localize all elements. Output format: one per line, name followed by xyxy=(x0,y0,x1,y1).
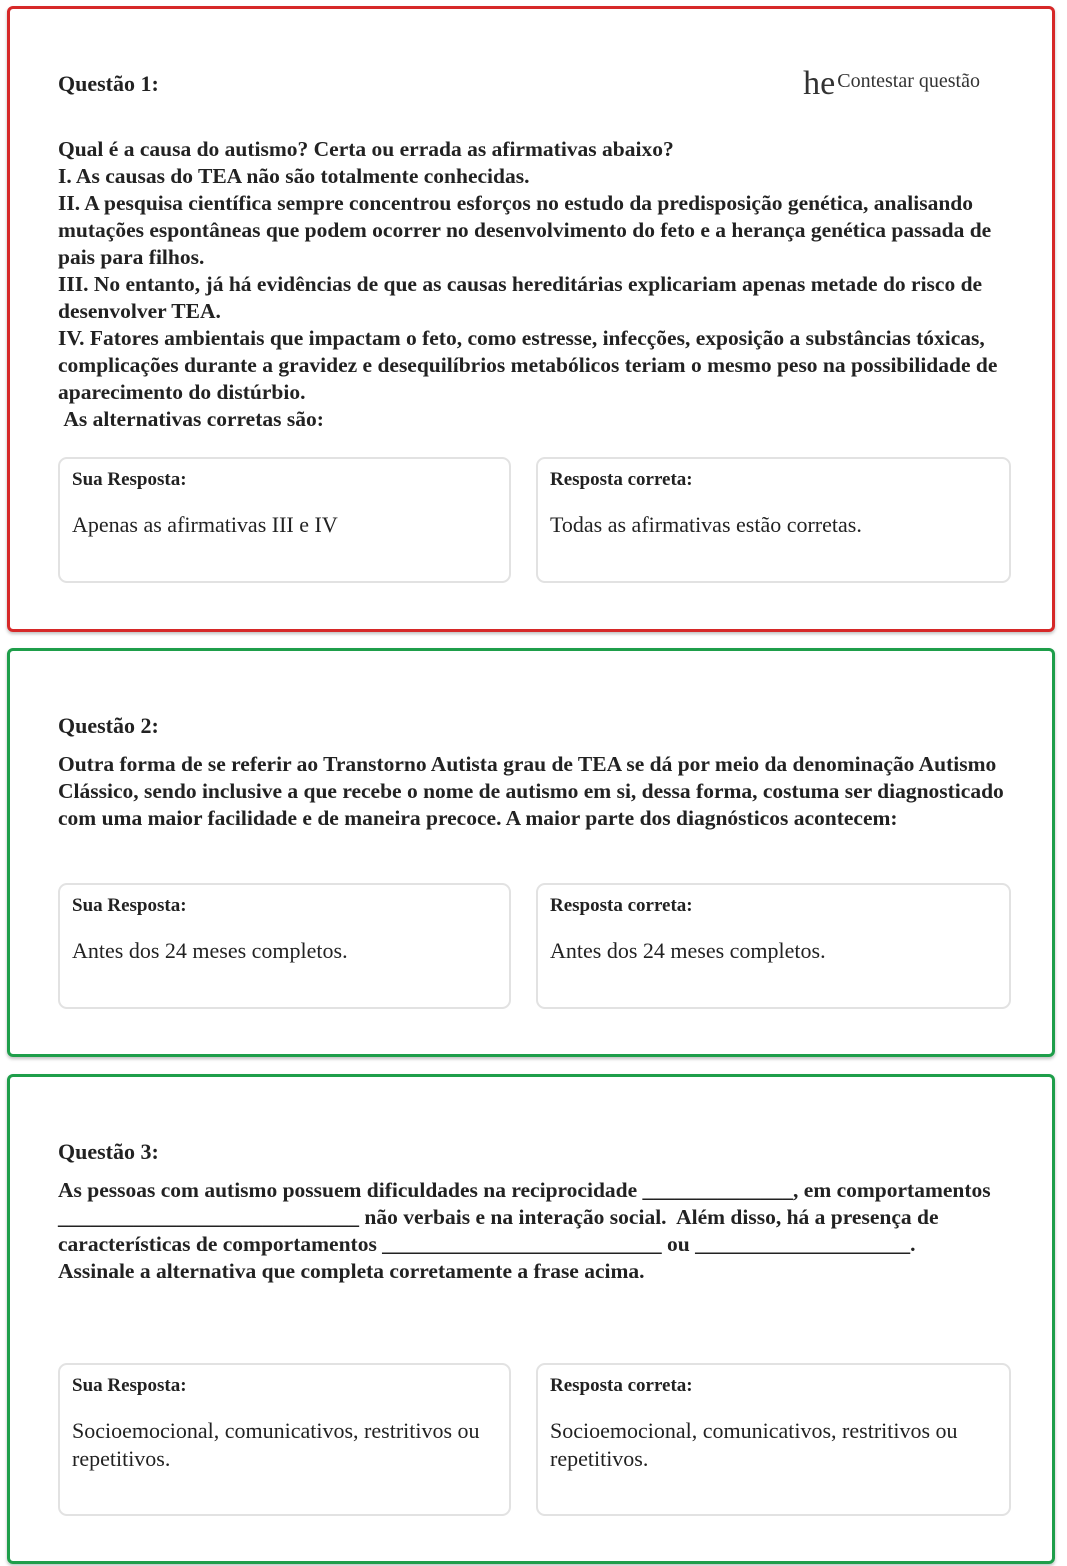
correct-answer-box: Resposta correta: Todas as afirmativas e… xyxy=(536,457,1011,583)
correct-answer-value: Antes dos 24 meses completos. xyxy=(550,938,826,963)
your-answer-box: Sua Resposta: Apenas as afirmativas III … xyxy=(58,457,511,583)
question-text: Outra forma de se referir ao Transtorno … xyxy=(58,752,1010,830)
your-answer-value: Antes dos 24 meses completos. xyxy=(72,938,348,963)
your-answer-value: Apenas as afirmativas III e IV xyxy=(72,512,338,537)
contest-question-button[interactable]: he Contestar questão xyxy=(803,67,980,101)
question-title: Questão 2: xyxy=(58,713,159,738)
question-text: Qual é a causa do autismo? Certa ou erra… xyxy=(58,137,998,431)
contest-label: Contestar questão xyxy=(837,70,980,92)
question-card-3: Questão 3: As pessoas com autismo possue… xyxy=(7,1074,1055,1564)
your-answer-label: Sua Resposta: xyxy=(72,895,187,916)
question-text: As pessoas com autismo possuem dificulda… xyxy=(58,1178,991,1283)
correct-answer-value: Socioemocional, comunicativos, restritiv… xyxy=(550,1418,958,1471)
correct-answer-box: Resposta correta: Antes dos 24 meses com… xyxy=(536,883,1011,1009)
your-answer-label: Sua Resposta: xyxy=(72,469,187,490)
correct-answer-label: Resposta correta: xyxy=(550,1375,693,1396)
your-answer-label: Sua Resposta: xyxy=(72,1375,187,1396)
question-card-1: Questão 1: he Contestar questão Qual é a… xyxy=(7,6,1055,632)
question-card-2: Questão 2: Outra forma de se referir ao … xyxy=(7,648,1055,1057)
question-title: Questão 3: xyxy=(58,1139,159,1164)
correct-answer-value: Todas as afirmativas estão corretas. xyxy=(550,512,862,537)
correct-answer-label: Resposta correta: xyxy=(550,469,693,490)
correct-answer-label: Resposta correta: xyxy=(550,895,693,916)
broken-icon-text: he xyxy=(803,65,836,102)
your-answer-box: Sua Resposta: Socioemocional, comunicati… xyxy=(58,1363,511,1516)
your-answer-value: Socioemocional, comunicativos, restritiv… xyxy=(72,1418,480,1471)
question-title: Questão 1: xyxy=(58,71,159,96)
correct-answer-box: Resposta correta: Socioemocional, comuni… xyxy=(536,1363,1011,1516)
your-answer-box: Sua Resposta: Antes dos 24 meses complet… xyxy=(58,883,511,1009)
